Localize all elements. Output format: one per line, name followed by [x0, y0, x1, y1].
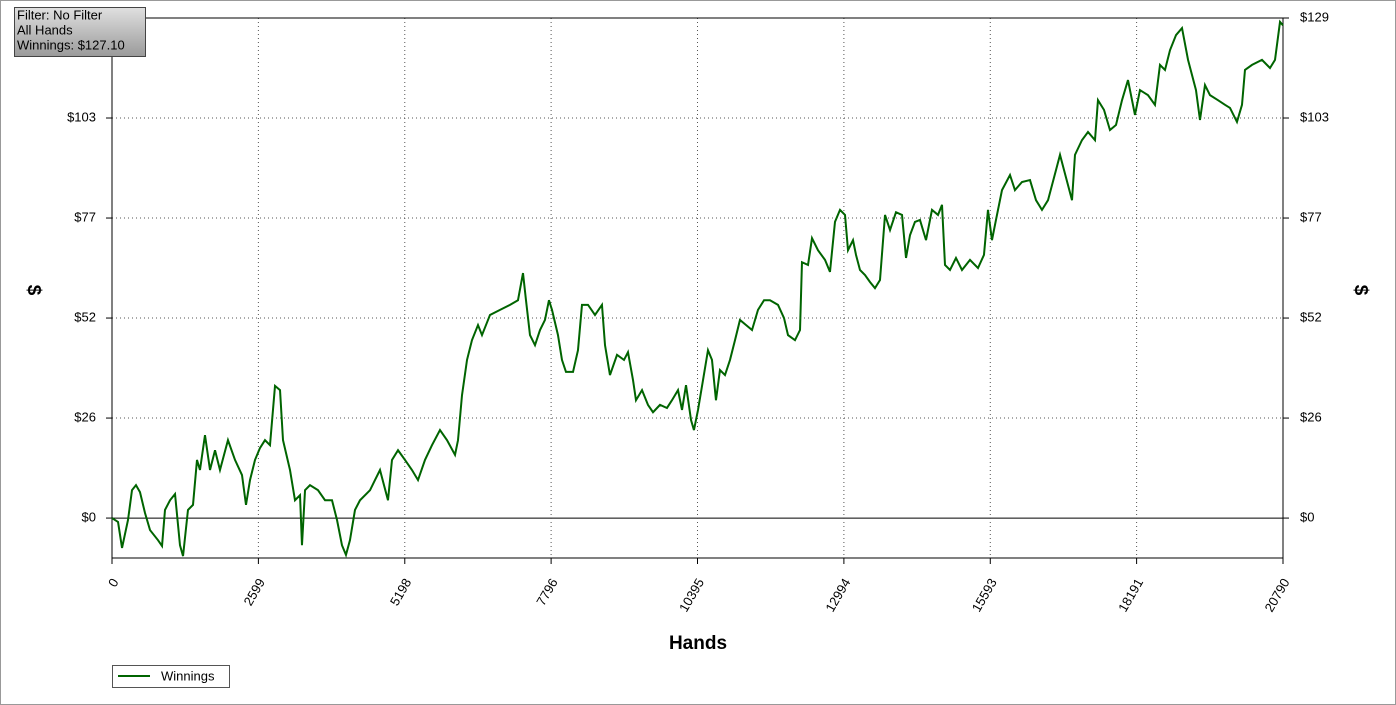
x-axis-label: Hands	[669, 633, 727, 654]
filter-line: All Hands	[17, 22, 73, 37]
filter-line: Winnings: $127.10	[17, 37, 125, 52]
legend-box	[112, 665, 230, 688]
y2-axis-label: $	[1350, 285, 1371, 296]
legend-label: Winnings	[161, 668, 215, 683]
y-tick-label: $103	[67, 109, 96, 124]
y2-tick-label: $129	[1300, 9, 1329, 24]
y2-tick-label: $0	[1300, 510, 1314, 525]
y-axis-label: $	[23, 285, 44, 296]
y-tick-label: $0	[82, 510, 96, 525]
y2-tick-label: $52	[1300, 309, 1322, 324]
filter-line: Filter: No Filter	[17, 7, 103, 22]
y-tick-label: $77	[74, 209, 96, 224]
y-tick-label: $52	[74, 309, 96, 324]
y2-tick-label: $26	[1300, 409, 1322, 424]
y2-tick-label: $103	[1300, 109, 1329, 124]
y2-tick-label: $77	[1300, 209, 1322, 224]
filter-box	[14, 7, 146, 57]
plot-area: $0$0$26$26$52$52$77$77$103$103$129$12902…	[67, 9, 1329, 614]
series-line	[111, 19, 1284, 558]
y-tick-label: $26	[74, 409, 96, 424]
